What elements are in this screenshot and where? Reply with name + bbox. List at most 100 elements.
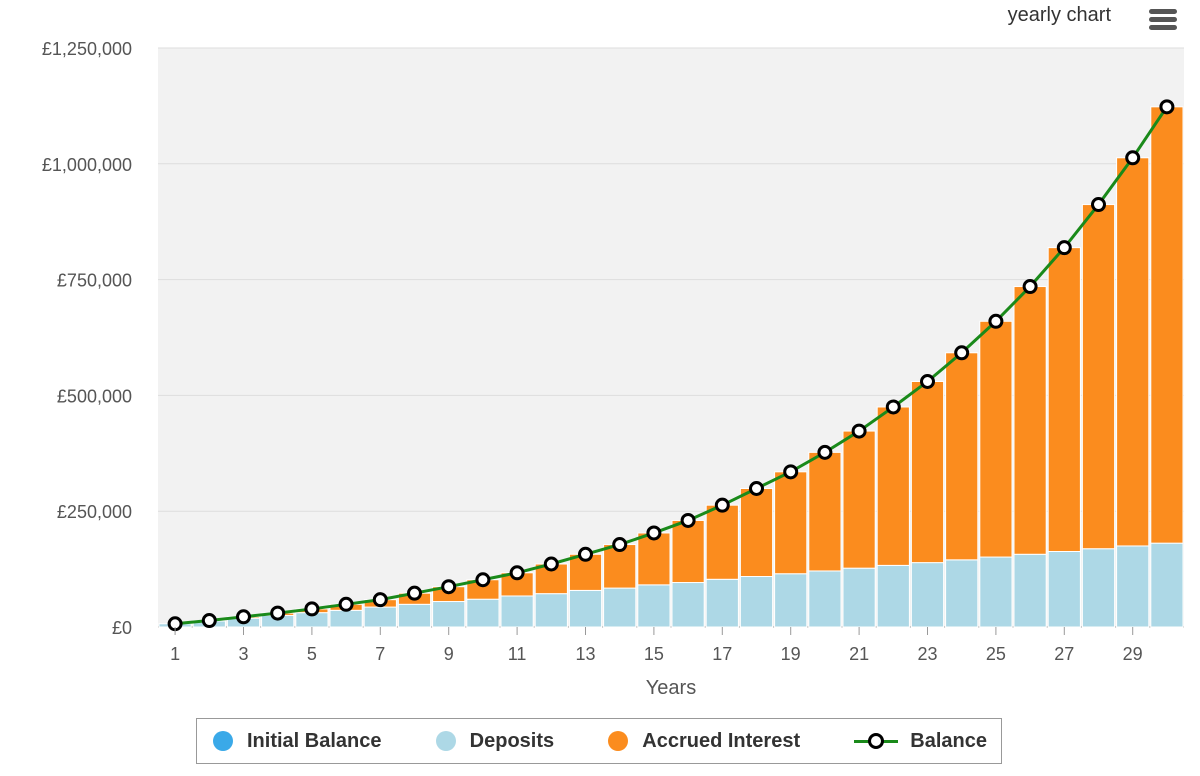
deposits-bar (671, 582, 705, 628)
deposits-swatch (435, 731, 456, 751)
accrued-interest-bar (1047, 247, 1081, 552)
balance-point (236, 609, 251, 625)
menu-bar-middle (1149, 17, 1177, 22)
y-tick-label: £750,000 (57, 271, 132, 291)
deposits-bar (876, 564, 910, 628)
x-tick-label: 15 (644, 644, 664, 664)
deposits-bar (739, 576, 774, 628)
deposits-bar (432, 601, 466, 628)
balance-point (201, 613, 217, 629)
y-axis-ticks: £0 £250,000 £500,000 £750,000 £1,000,000 £1,2… (42, 39, 132, 638)
balance-point (509, 565, 525, 581)
legend-label-accrued-interest: Accrued Interest (642, 729, 801, 752)
deposits-bar (1081, 548, 1116, 628)
balance-point (475, 572, 491, 588)
deposits-bar (329, 609, 363, 628)
balance-point (783, 464, 799, 480)
legend-item-balance[interactable]: Balance (854, 730, 987, 753)
accrued-interest-bar (739, 488, 774, 578)
y-tick-label: £1,250,000 (42, 39, 132, 59)
deposits-bar (1150, 542, 1184, 628)
initial-balance-swatch (213, 731, 233, 751)
deposits-bar (945, 559, 979, 628)
accrued-interest-bar (1116, 157, 1150, 547)
x-tick-label: 21 (849, 644, 869, 664)
balance-point (885, 399, 901, 415)
accrued-interest-bar (1081, 204, 1116, 550)
balance-point (920, 374, 935, 390)
accrued-interest-bar (979, 320, 1013, 558)
accrued-interest-bar (637, 532, 671, 586)
x-tick-label: 17 (712, 644, 732, 664)
deposits-bar (910, 562, 945, 628)
y-tick-label: £500,000 (57, 386, 132, 406)
legend: Initial Balance Deposits Accrued Interes… (196, 718, 1002, 764)
balance-point (954, 345, 970, 361)
x-tick-label: 1 (170, 644, 180, 664)
accrued-interest-bar (1013, 286, 1047, 555)
deposits-bar (979, 556, 1013, 628)
legend-item-deposits[interactable]: Deposits (435, 729, 555, 753)
x-tick-label: 3 (238, 644, 248, 664)
x-tick-label: 5 (307, 644, 317, 664)
balance-point (578, 546, 593, 562)
y-tick-label: £250,000 (57, 502, 132, 522)
deposits-bar (500, 595, 534, 628)
x-tick-label: 29 (1123, 644, 1143, 664)
menu-bar-top (1149, 9, 1177, 14)
accrued-interest-bar (705, 504, 739, 580)
legend-label-deposits: Deposits (469, 729, 555, 752)
x-tick-label: 11 (508, 644, 527, 664)
x-tick-label: 25 (986, 644, 1006, 664)
accrued-interest-bar (808, 451, 842, 572)
balance-point (270, 605, 286, 621)
menu-bar-bottom (1149, 25, 1177, 30)
accrued-interest-swatch (608, 731, 629, 751)
balance-point (1022, 279, 1038, 295)
balance-point (441, 579, 457, 595)
hamburger-menu-icon[interactable] (1145, 3, 1179, 37)
balance-point (1159, 99, 1175, 115)
balance-point (817, 444, 833, 460)
legend-label-initial-balance: Initial Balance (247, 729, 382, 752)
balance-point (646, 525, 662, 541)
accrued-interest-bar (910, 381, 945, 564)
y-tick-label: £0 (112, 618, 132, 638)
balance-point (1056, 240, 1072, 256)
legend-label-balance: Balance (910, 729, 987, 752)
y-tick-label: £1,000,000 (42, 155, 132, 175)
balance-point (338, 596, 354, 612)
deposits-bar (774, 573, 808, 628)
accrued-interest-bar (671, 519, 705, 584)
x-tick-label: 19 (781, 644, 801, 664)
deposits-bar (363, 606, 397, 628)
legend-item-initial-balance[interactable]: Initial Balance (213, 730, 382, 753)
deposits-bar (705, 578, 739, 628)
gridlines (158, 47, 1184, 628)
deposits-bar (534, 593, 568, 628)
x-tick-label: 13 (575, 644, 595, 664)
plot-area (158, 48, 1184, 627)
balance-point (1125, 150, 1141, 166)
balance-point (851, 423, 867, 439)
balance-point (372, 592, 388, 608)
balance-point (1091, 197, 1106, 213)
deposits-bar (637, 584, 671, 628)
balance-series (167, 99, 1175, 632)
accrued-interest-bar (842, 430, 876, 569)
balance-point (749, 481, 764, 497)
bars (158, 106, 1184, 628)
deposits-bar (397, 603, 432, 628)
deposits-bar (842, 567, 876, 628)
x-tick-label: 9 (444, 644, 454, 664)
deposits-bar (1047, 550, 1081, 628)
deposits-bar (1116, 545, 1150, 628)
accrued-interest-bar (774, 471, 808, 575)
legend-item-accrued-interest[interactable]: Accrued Interest (608, 730, 800, 753)
deposits-bar (568, 589, 603, 628)
balance-point (304, 601, 320, 617)
x-tick-label: 7 (375, 644, 385, 664)
balance-point (543, 556, 559, 572)
x-axis-ticks: 1 3 5 7 9 11 13 15 17 19 21 23 25 27 29 (170, 627, 1143, 664)
